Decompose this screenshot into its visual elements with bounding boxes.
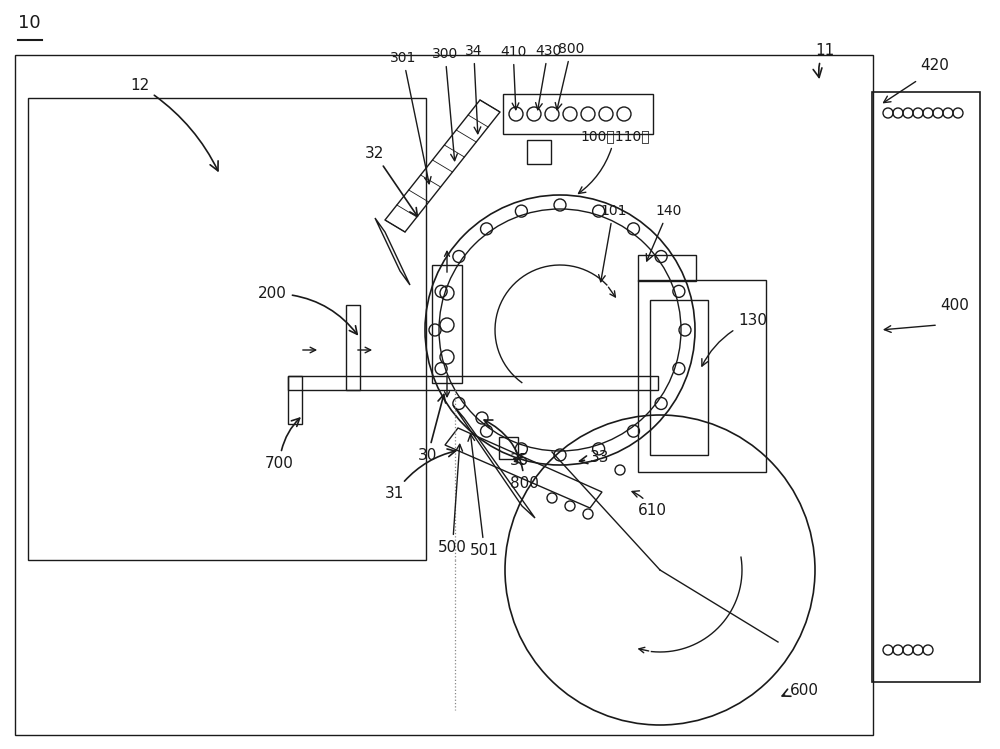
Text: 300: 300 (432, 47, 458, 161)
Polygon shape (375, 218, 410, 285)
Bar (15, 55, 873, 735)
Text: 100（110）: 100（110） (579, 129, 650, 193)
Text: 500: 500 (438, 444, 467, 555)
Text: 12: 12 (130, 78, 218, 171)
Bar (432, 265, 462, 383)
Text: 420: 420 (920, 58, 949, 73)
Bar (288, 376, 302, 424)
Text: 200: 200 (258, 286, 357, 334)
Text: 130: 130 (702, 313, 767, 366)
Text: 600: 600 (782, 683, 819, 698)
Bar (288, 376, 658, 390)
Text: 140: 140 (646, 204, 681, 261)
Text: 400: 400 (940, 298, 969, 313)
Text: 10: 10 (18, 14, 41, 32)
Text: 301: 301 (390, 51, 431, 184)
Bar (527, 140, 551, 164)
Text: 800: 800 (555, 42, 584, 110)
Text: 410: 410 (500, 45, 526, 109)
Text: 32: 32 (365, 146, 417, 216)
Bar (28, 98, 426, 560)
Text: 800: 800 (484, 420, 539, 491)
Text: 33: 33 (580, 450, 610, 465)
Bar (872, 92, 980, 682)
Text: 501: 501 (468, 434, 499, 558)
Bar (499, 437, 518, 459)
Bar (638, 280, 766, 472)
Text: 34: 34 (465, 44, 482, 133)
Text: 35: 35 (510, 453, 529, 468)
Text: 31: 31 (385, 449, 455, 501)
Text: 700: 700 (265, 418, 300, 471)
Text: 610: 610 (632, 491, 667, 518)
Text: 101: 101 (599, 204, 626, 282)
Bar (638, 255, 696, 281)
Text: 430: 430 (535, 44, 561, 110)
Bar (346, 305, 360, 390)
Text: 30: 30 (418, 395, 446, 463)
Text: 11: 11 (813, 43, 834, 77)
Bar (650, 300, 708, 455)
Bar (503, 94, 653, 134)
